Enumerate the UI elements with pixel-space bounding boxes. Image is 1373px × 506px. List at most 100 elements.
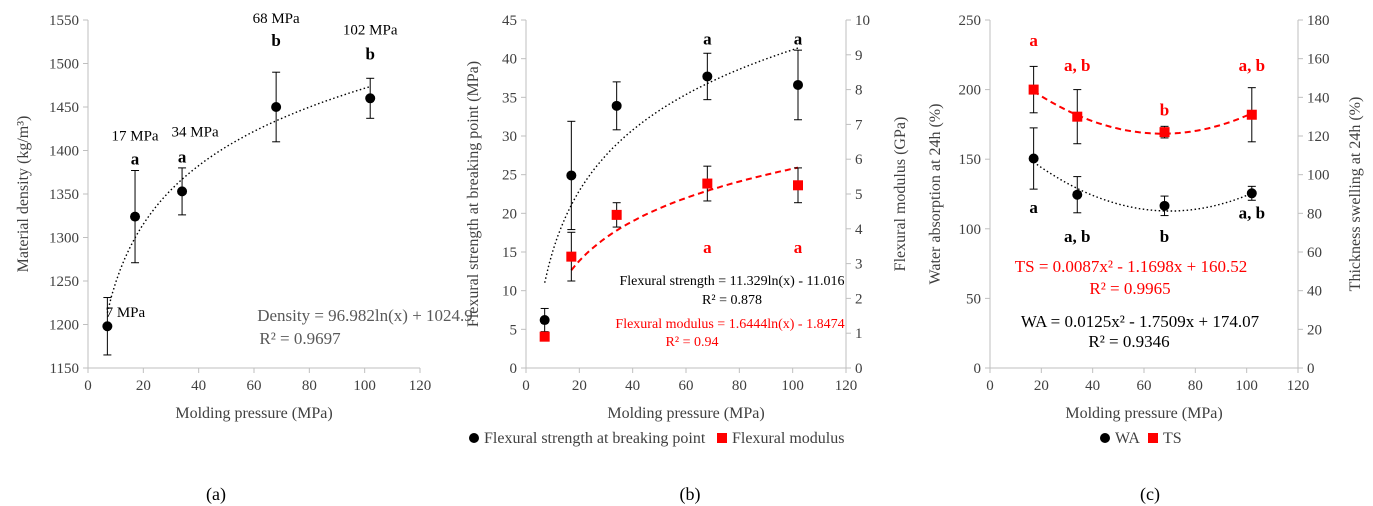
y-tick-label: 5 bbox=[510, 322, 518, 338]
legend-label: TS bbox=[1163, 430, 1182, 447]
significance-letter: a, b bbox=[1064, 56, 1090, 75]
x-tick-label: 120 bbox=[409, 378, 432, 394]
significance-letter: b bbox=[271, 31, 280, 50]
significance-letter: b bbox=[1160, 227, 1169, 246]
chart-panel-2: 0 20 40 60 80 100 1200510152025303540450123456… bbox=[465, 13, 909, 505]
y2-tick-label: 140 bbox=[1307, 90, 1330, 106]
x-axis-title: Molding pressure (MPa) bbox=[1065, 405, 1222, 422]
trendline-ts bbox=[1033, 90, 1253, 135]
y2-tick-label: 40 bbox=[1307, 284, 1322, 300]
data-point bbox=[539, 315, 550, 326]
y2-tick-label: 160 bbox=[1307, 52, 1330, 68]
y-tick-label: 100 bbox=[959, 222, 982, 238]
y2-tick-label: 0 bbox=[855, 361, 863, 377]
y2-tick-label: 180 bbox=[1307, 13, 1330, 29]
y-tick-label: 0 bbox=[510, 361, 518, 377]
significance-letter: a bbox=[703, 29, 712, 48]
x-tick-label: 100 bbox=[1235, 378, 1258, 394]
data-point bbox=[702, 178, 713, 189]
x-tick-label: 80 bbox=[1188, 378, 1203, 394]
trendline-equation: TS = 0.0087x² - 1.1698x + 160.52 bbox=[1015, 257, 1248, 276]
x-tick-label: 40 bbox=[191, 378, 206, 394]
point-label: 34 MPa bbox=[172, 124, 219, 140]
data-point bbox=[611, 209, 622, 220]
y-tick-label: 15 bbox=[502, 245, 517, 261]
data-point bbox=[130, 211, 141, 222]
trendline-equation: Flexural strength = 11.329ln(x) - 11.016 bbox=[620, 274, 845, 289]
y2-tick-label: 5 bbox=[855, 187, 863, 203]
trendline-wa bbox=[1033, 161, 1253, 212]
y-tick-label: 200 bbox=[959, 83, 982, 99]
y2-tick-label: 7 bbox=[855, 117, 863, 133]
data-point bbox=[566, 251, 577, 262]
legend-marker bbox=[717, 433, 727, 443]
y-tick-label: 1450 bbox=[49, 100, 79, 116]
data-point bbox=[102, 321, 113, 332]
y-tick-label: 10 bbox=[502, 284, 517, 300]
trendline-equation: Flexural modulus = 1.6444ln(x) - 1.8474 bbox=[615, 317, 844, 332]
panel-caption: (c) bbox=[1140, 484, 1160, 505]
point-label: 102 MPa bbox=[343, 22, 398, 38]
x-axis-title: Molding pressure (MPa) bbox=[175, 405, 332, 422]
data-point bbox=[793, 79, 803, 90]
legend-marker bbox=[469, 433, 479, 443]
data-point bbox=[793, 180, 803, 191]
significance-letter: a bbox=[794, 29, 803, 48]
trendline-equation: R² = 0.878 bbox=[702, 293, 762, 308]
significance-letter: a bbox=[1029, 31, 1038, 50]
y2-tick-label: 60 bbox=[1307, 245, 1322, 261]
point-label: 7 MPa bbox=[106, 305, 146, 321]
y-tick-label: 150 bbox=[959, 152, 982, 168]
data-point bbox=[702, 71, 713, 82]
x-tick-label: 20 bbox=[572, 378, 587, 394]
y2-tick-label: 8 bbox=[855, 83, 863, 99]
y-tick-label: 1350 bbox=[49, 187, 79, 203]
significance-letter: a, b bbox=[1064, 227, 1090, 246]
trendline-flexural-modulus bbox=[570, 166, 799, 271]
legend-label: Flexural modulus bbox=[732, 430, 844, 447]
x-tick-label: 100 bbox=[353, 378, 376, 394]
y-tick-label: 1250 bbox=[49, 274, 79, 290]
data-point bbox=[1246, 188, 1257, 199]
y2-tick-label: 3 bbox=[855, 257, 863, 273]
chart-panel-3: 0 20 40 60 80 100 1200501001502002500204060801… bbox=[927, 13, 1364, 505]
y2-tick-label: 120 bbox=[1307, 129, 1330, 145]
y2-tick-label: 100 bbox=[1307, 168, 1330, 184]
x-tick-label: 60 bbox=[1137, 378, 1152, 394]
y-tick-label: 1200 bbox=[49, 318, 79, 334]
y-tick-label: 20 bbox=[502, 206, 517, 222]
data-point bbox=[1072, 189, 1083, 200]
y-tick-label: 1300 bbox=[49, 231, 79, 247]
y2-axis-title: Thickness swelling at 24h (%) bbox=[1347, 97, 1364, 292]
y2-tick-label: 1 bbox=[855, 326, 863, 342]
data-point bbox=[611, 100, 622, 111]
y2-tick-label: 0 bbox=[1307, 361, 1315, 377]
y-tick-label: 50 bbox=[966, 291, 981, 307]
y-tick-label: 1400 bbox=[49, 144, 79, 160]
x-tick-label: 60 bbox=[679, 378, 694, 394]
legend-marker bbox=[1100, 433, 1110, 443]
x-tick-label: 0 bbox=[522, 378, 530, 394]
data-point bbox=[1246, 109, 1257, 120]
data-point bbox=[1028, 153, 1039, 164]
data-point bbox=[1028, 84, 1039, 95]
legend-label: Flexural strength at breaking point bbox=[484, 430, 706, 447]
y2-axis-title: Flexural modulus (GPa) bbox=[892, 117, 909, 272]
y-tick-label: 1150 bbox=[50, 361, 79, 377]
y2-tick-label: 6 bbox=[855, 152, 863, 168]
y-tick-label: 1500 bbox=[49, 57, 79, 73]
y2-tick-label: 80 bbox=[1307, 206, 1322, 222]
point-label: 68 MPa bbox=[253, 11, 300, 27]
trendline-flexural-strength-at-breaking-point bbox=[544, 47, 799, 283]
data-point bbox=[1072, 111, 1083, 122]
trendline-equation: R² = 0.9346 bbox=[1088, 332, 1169, 351]
trendline-equation: Density = 96.982ln(x) + 1024.9 bbox=[257, 306, 473, 325]
panel-caption: (a) bbox=[206, 484, 226, 505]
data-point bbox=[177, 186, 188, 197]
trendline-series bbox=[106, 85, 371, 313]
significance-letter: a bbox=[178, 147, 187, 166]
y-tick-label: 40 bbox=[502, 52, 517, 68]
data-point bbox=[566, 170, 577, 181]
point-label: 17 MPa bbox=[111, 129, 158, 145]
data-point bbox=[271, 102, 282, 112]
